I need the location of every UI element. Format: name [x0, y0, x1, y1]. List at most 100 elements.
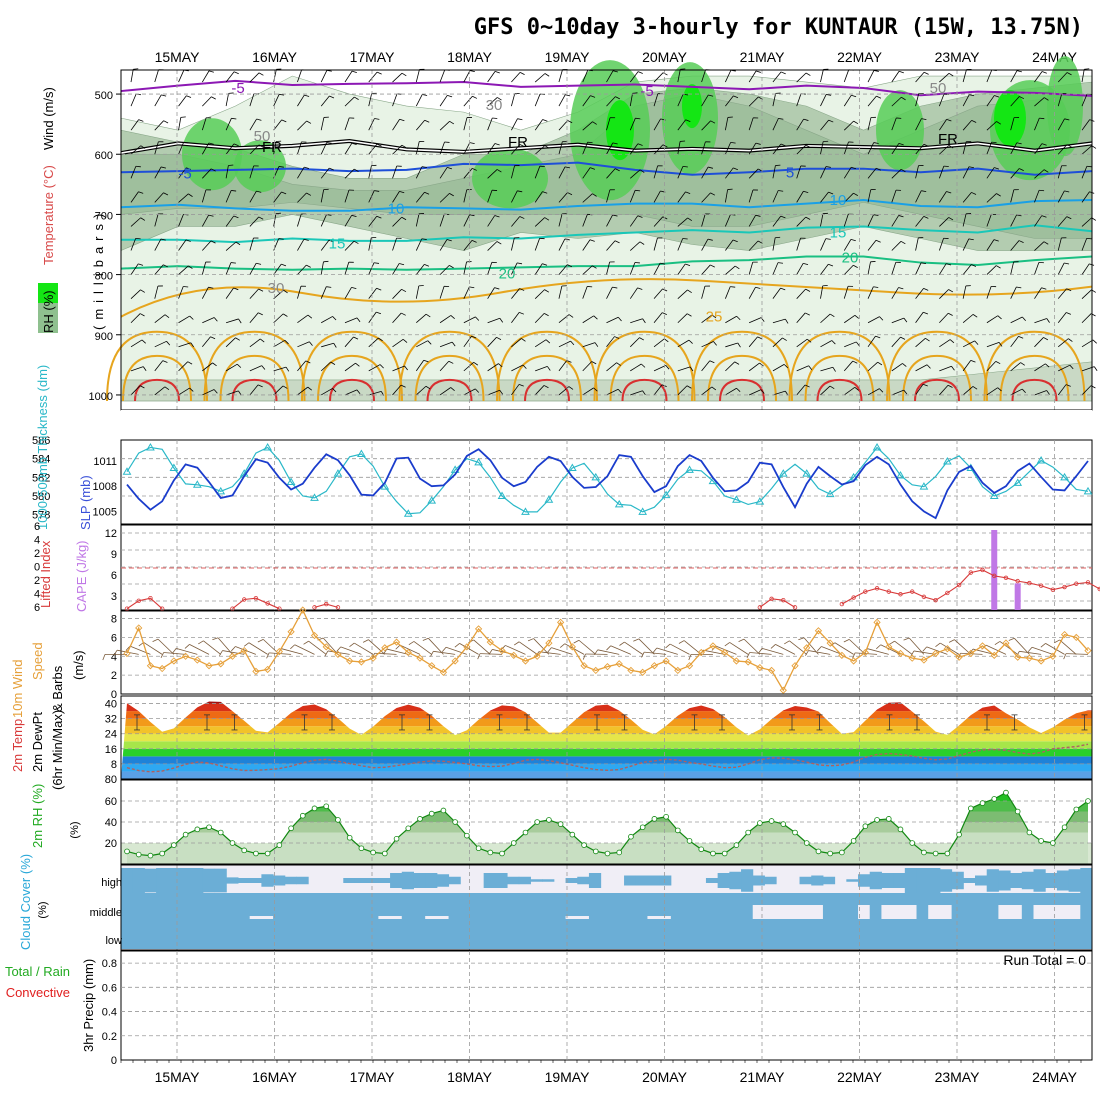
- wind-barb-flag: [188, 193, 193, 197]
- wind-barb-flag: [828, 263, 834, 267]
- wind-barb-flag: [902, 363, 907, 367]
- wind10m-point: [416, 654, 424, 662]
- wind-barb-flag: [285, 366, 290, 372]
- high-cloud-bar: [893, 873, 906, 888]
- wind-barb: [1010, 189, 1015, 203]
- wind-barb-flag: [850, 238, 856, 242]
- wind-barb: [225, 165, 229, 179]
- wind-barb-flag: [664, 338, 669, 343]
- pressure-tick-700: 700: [95, 210, 113, 222]
- rh2m-point: [780, 821, 787, 827]
- wind10m-barb-flag: [910, 650, 915, 657]
- temp-band: [121, 718, 1092, 727]
- wind-barb: [463, 142, 471, 155]
- wind-barb: [986, 69, 993, 83]
- wind-barb-flag: [591, 361, 597, 365]
- wind-barb: [725, 286, 731, 299]
- wind-barb-flag: [922, 383, 928, 387]
- rh2m-point: [522, 829, 529, 836]
- wind-barb-flag: [471, 240, 477, 243]
- wind-barb-flag: [612, 142, 618, 145]
- wind-barb: [962, 213, 967, 227]
- wind-barb-flag: [996, 265, 1001, 269]
- wind-barb: [511, 190, 518, 203]
- wind-barb: [130, 93, 137, 107]
- wind10m-point: [639, 668, 647, 676]
- wind-barb: [201, 142, 210, 155]
- wind-barb: [225, 287, 234, 299]
- wind-barb: [297, 286, 302, 299]
- wind-barb-flag: [166, 341, 171, 346]
- wind-barb-flag: [734, 265, 740, 270]
- wind10m-barb: [775, 644, 796, 655]
- wind-barb: [1010, 96, 1020, 107]
- wind-barb: [653, 384, 663, 396]
- wind10m-point: [381, 644, 389, 652]
- wind-barb: [249, 165, 255, 179]
- wind-barb: [582, 193, 593, 203]
- wind-barb: [178, 387, 190, 396]
- wind-barb: [487, 317, 500, 324]
- wind10m-point: [744, 658, 752, 666]
- wind-barb: [415, 264, 425, 275]
- wind10m-point: [428, 662, 436, 670]
- boundary-layer-arch-8-2: [914, 378, 960, 401]
- wind10m-speed-line: [126, 608, 1089, 692]
- wind-barb-flag: [164, 386, 170, 390]
- wind-barb-flag: [278, 238, 284, 240]
- wind-barb: [320, 189, 325, 203]
- wind-barb: [867, 167, 877, 179]
- wind-barb-flag: [826, 94, 832, 96]
- wind-barb-flag: [258, 288, 264, 292]
- panel-frame: [120, 864, 1093, 951]
- wind10m-point: [1049, 652, 1057, 660]
- wind10m-barb-flag: [290, 644, 296, 650]
- wind-barb-flag: [803, 118, 809, 121]
- wind-barb-flag: [1043, 337, 1049, 341]
- wind10m-barb-flag: [430, 651, 434, 657]
- wind10m-tick-6: 6: [111, 632, 117, 644]
- wind-barb-flag: [494, 71, 500, 74]
- rh-100-blob-0: [606, 100, 634, 161]
- thickness-tick-582: 582: [32, 472, 50, 484]
- wind10m-barb: [533, 638, 550, 655]
- wind-barb: [986, 239, 995, 251]
- wind-barb-flag: [544, 145, 550, 149]
- wind-barb-flag: [306, 120, 312, 124]
- thickness-line: [126, 446, 1089, 515]
- panel-frame: [120, 950, 1093, 1061]
- rh2m-point: [686, 838, 693, 844]
- wind-barb: [796, 118, 804, 131]
- wind-barb-flag: [853, 192, 858, 197]
- wind-barb: [320, 117, 325, 131]
- wind-barb: [630, 169, 641, 179]
- wind-barb: [701, 386, 713, 396]
- wind-barb: [1034, 318, 1047, 324]
- wind-barb: [439, 286, 445, 299]
- upper-air-legend: RH (%) Temperature (°C) Wind (m/s) (mill…: [38, 87, 106, 333]
- li-tick-3: 0: [34, 562, 40, 574]
- temp-band: [121, 741, 1092, 749]
- cloud-tick-high: high: [101, 877, 122, 889]
- freezing-level-inner: [120, 140, 1093, 154]
- high-cloud-bar: [132, 868, 145, 893]
- wind10m-barb-flag: [500, 645, 506, 650]
- rh2m-point: [698, 846, 705, 853]
- wind-barb: [939, 385, 949, 396]
- precip-tick-0.4: 0.4: [102, 1007, 117, 1019]
- wind10m-barb-flag: [336, 646, 342, 652]
- wind-barb-flag: [970, 359, 976, 363]
- wind-barb: [843, 239, 852, 251]
- wind10m-point: [767, 666, 776, 675]
- wind-barb-flag: [803, 262, 809, 265]
- slp-line: [126, 448, 1089, 520]
- wind-barb: [463, 189, 468, 203]
- wind-barb: [1010, 240, 1020, 251]
- precip-tick-0.6: 0.6: [102, 982, 117, 994]
- wind10m-point: [299, 606, 307, 614]
- wind-barb-flag: [900, 336, 906, 340]
- wind-barb: [653, 72, 664, 83]
- wind-barb: [534, 145, 546, 155]
